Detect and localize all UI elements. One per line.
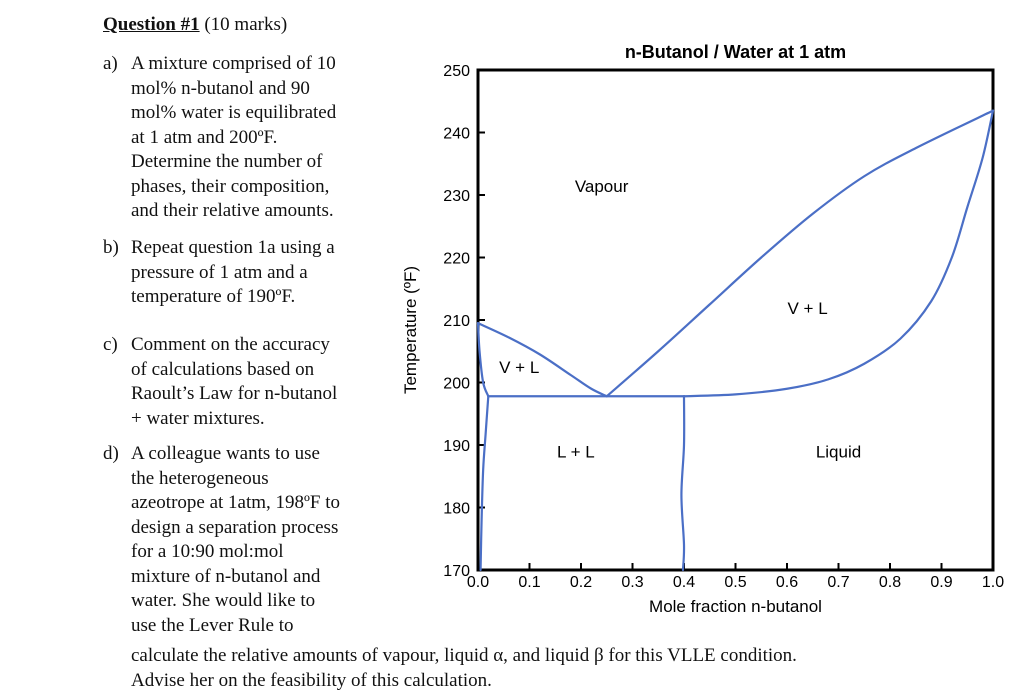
y-tick-label: 200 (443, 376, 470, 393)
x-tick-label: 1.0 (982, 574, 1004, 591)
part-text-line: A mixture comprised of 10 (131, 53, 336, 74)
y-tick-label: 250 (443, 63, 470, 80)
part-label: a) (103, 53, 118, 74)
question-part-d: d) A colleague wants to use the heterogene… (103, 442, 403, 638)
x-tick-label: 0.0 (467, 574, 489, 591)
part-text-line: use the Lever Rule to (131, 614, 294, 636)
x-tick-label: 0.6 (776, 574, 798, 591)
part-text-line: and their relative amounts. (131, 200, 334, 221)
part-text-line: mol% n-butanol and 90 (131, 77, 310, 99)
x-tick-label: 0.5 (724, 574, 746, 591)
part-text-line: at 1 atm and 200ºF. (131, 126, 278, 148)
curve-dew-right (605, 109, 995, 398)
part-text-line: temperature of 190ºF. (131, 286, 296, 307)
curve-bubble-left (476, 322, 490, 398)
region-label: L + L (557, 443, 595, 462)
part-label: d) (103, 443, 119, 464)
part-text-line: design a separation process (131, 516, 339, 538)
question-part-a: a) A mixture comprised of 10 mol% n-butano… (103, 52, 403, 224)
curve-solubility-left (479, 395, 490, 572)
part-text-line: the heterogeneous (131, 467, 269, 489)
region-label: V + L (499, 358, 539, 377)
part-text-line: of calculations based on (131, 358, 315, 380)
part-text-line: Comment on the accuracy (131, 334, 330, 355)
region-label: Liquid (816, 443, 861, 462)
y-tick-label: 190 (443, 438, 470, 455)
x-axis-label: Mole fraction n-butanol (649, 597, 822, 616)
y-tick-label: 220 (443, 251, 470, 268)
question-part-b: b) Repeat question 1a using a pressure of … (103, 236, 403, 310)
part-label: b) (103, 237, 119, 258)
part-text-line: + water mixtures. (131, 407, 265, 429)
part-text-line: mol% water is equilibrated (131, 102, 337, 123)
x-tick-label: 0.9 (930, 574, 952, 591)
part-text-line: Determine the number of (131, 151, 323, 172)
part-text-line: Repeat question 1a using a (131, 237, 335, 258)
part-text-line: mixture of n-butanol and (131, 565, 321, 587)
part-d-continuation-line: calculate the relative amounts of vapour… (131, 645, 797, 666)
y-tick-label: 180 (443, 501, 470, 518)
curve-bubble-right (682, 109, 995, 398)
question-title: Question #1 (10 marks) (103, 14, 288, 35)
region-label: Vapour (575, 177, 629, 196)
y-axis-label: Temperature (ºF) (401, 266, 420, 394)
plot-frame (476, 68, 995, 572)
y-tick-label: 230 (443, 188, 470, 205)
y-tick-label: 240 (443, 126, 470, 143)
part-text-line: A colleague wants to use (131, 443, 320, 464)
y-tick-label: 170 (443, 563, 470, 580)
part-text-line: water. She would like to (131, 590, 316, 611)
x-tick-label: 0.3 (621, 574, 643, 591)
curve-solubility-right (680, 395, 686, 572)
question-part-c: c) Comment on the accuracy of calculations… (103, 333, 403, 431)
part-text-line: Raoult’s Law for n-butanol (131, 383, 338, 404)
x-tick-label: 0.7 (827, 574, 849, 591)
y-tick-label: 210 (443, 313, 470, 330)
chart-title: n-Butanol / Water at 1 atm (625, 42, 846, 62)
curve-dew-left (476, 322, 608, 398)
part-text-line: azeotrope at 1atm, 198ºF to (131, 492, 341, 513)
part-text-line: pressure of 1 atm and a (131, 261, 308, 283)
part-d-continuation-line: Advise her on the feasibility of this ca… (131, 669, 492, 691)
x-tick-label: 0.2 (570, 574, 592, 591)
part-text-line: for a 10:90 mol:mol (131, 541, 284, 562)
region-label: V + L (788, 299, 828, 318)
x-tick-label: 0.1 (518, 574, 540, 591)
x-tick-label: 0.4 (673, 574, 695, 591)
x-tick-label: 0.8 (879, 574, 901, 591)
part-text-line: phases, their composition, (131, 175, 330, 197)
part-label: c) (103, 334, 118, 355)
